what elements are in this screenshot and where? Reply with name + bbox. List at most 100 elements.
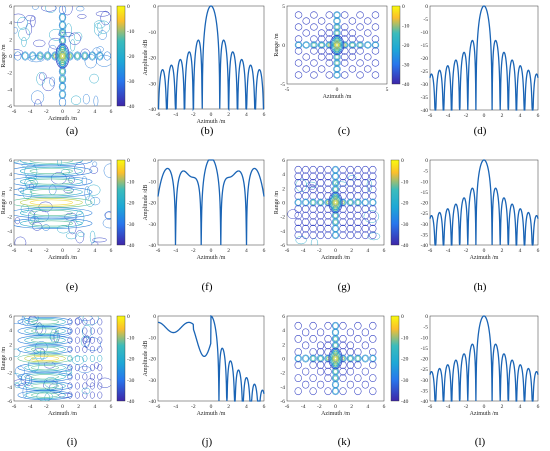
clutter-contour [287,209,299,219]
x-tick-label: 6 [110,404,113,410]
sidelobe-contour [302,53,310,61]
mainlobe-contour [331,352,340,365]
sidelobe-contour [310,11,318,19]
x-tick-label: 6 [537,113,540,119]
clutter-contour [93,20,106,29]
caption-b: (b) [201,125,214,137]
x-tick-label: 2 [77,248,80,254]
y-tick-label: -30 [421,222,429,228]
sidelobe-contour [14,51,22,61]
sidelobe-contour [335,43,339,47]
x-axis-label: Azimuth /m [197,411,226,417]
colorbar-tick: -30 [402,63,410,69]
y-tick-label: 0 [282,43,285,49]
sidelobe-contour [364,53,372,61]
clutter-contour [24,177,38,189]
sidelobe-contour [294,11,303,19]
sidelobe-contour [339,374,347,382]
sidelobe-contour [369,321,377,330]
contour-field [294,11,380,79]
y-tick-label: 0 [425,4,428,10]
y-axis-label: Range /m [1,347,7,370]
smear-contour [24,363,66,372]
x-tick-label: 6 [263,112,266,118]
sidelobe-contour [371,47,380,55]
sidelobe-contour [348,29,357,37]
sidelobe-contour [67,336,73,344]
y-tick-label: 0 [425,158,428,164]
sidelobe-contour [346,361,355,369]
mainlobe-contour [56,45,69,67]
sidelobe-contour [340,59,349,67]
y-tick-label: 4 [9,172,12,178]
sidelobe-contour [58,89,67,99]
sidelobe-contour [354,218,362,226]
clutter-contour [82,93,90,105]
clutter-contour [89,230,96,244]
sidelobe-contour [361,205,369,213]
clutter-contour [21,316,30,326]
amplitude-profile-line [429,315,539,402]
sidelobe-contour [74,345,80,353]
clutter-contour [25,23,33,36]
sidelobe-contour [361,185,369,194]
sidelobe-contour [325,53,334,61]
sidelobe-contour [339,185,347,194]
colorbar-tick: 0 [127,314,130,320]
y-tick-label: 6 [282,158,285,164]
clutter-contour [308,184,316,190]
x-tick-label: 4 [519,113,522,119]
sidelobe-contour [89,318,95,326]
sidelobe-contour [316,341,325,350]
sidelobe-contour [369,218,377,226]
sidelobe-contour [317,17,326,25]
colorbar-tick: -20 [402,43,410,49]
sidelobe-contour [29,52,36,60]
sidelobe-contour [310,356,316,361]
mainlobe-contour [334,42,340,48]
sidelobe-contour [74,382,80,390]
mainlobe-contour [329,349,342,368]
y-tick-label: 0 [9,201,12,207]
sidelobe-contour [74,391,80,399]
sidelobe-contour [317,29,326,37]
colorbar-tick: -10 [127,179,135,185]
sidelobe-contour [369,374,377,382]
y-tick-label: -4 [280,385,285,391]
sidelobe-contour [302,328,310,337]
sidelobe-contour [334,350,337,354]
sidelobe-contour [334,207,337,211]
sidelobe-contour [354,335,362,343]
sidelobe-contour [364,42,371,48]
clutter-contour [30,90,45,105]
colorbar-tick: -20 [401,201,409,207]
sidelobe-contour [334,24,340,30]
y-tick-label: -20 [149,201,157,207]
sidelobe-contour [89,373,95,381]
sidelobe-contour [310,23,318,31]
y-tick-label: -6 [7,243,12,249]
x-axis-label: Azimuth /m [48,116,77,122]
sidelobe-contour [317,41,326,49]
sidelobe-contour [74,354,80,363]
clutter-contour [30,15,36,28]
sidelobe-contour [302,179,310,187]
caption-c: (c) [338,125,351,137]
sidelobe-contour [310,41,318,49]
caption-h: (h) [474,281,487,293]
y-tick-label: 5 [282,4,285,10]
x-tick-label: -5 [285,87,290,93]
caption-d: (d) [474,125,487,137]
sidelobe-contour [302,211,310,220]
sidelobe-contour [302,367,310,376]
clutter-contour [21,36,27,48]
clutter-contour [49,28,64,41]
x-tick-label: -6 [428,248,433,254]
sidelobe-contour [302,198,310,207]
clutter-contour [33,39,46,47]
sidelobe-contour [369,185,377,194]
mainlobe-contour [328,347,343,370]
colorbar-tick: -20 [127,201,135,207]
clutter-contour [44,393,50,401]
